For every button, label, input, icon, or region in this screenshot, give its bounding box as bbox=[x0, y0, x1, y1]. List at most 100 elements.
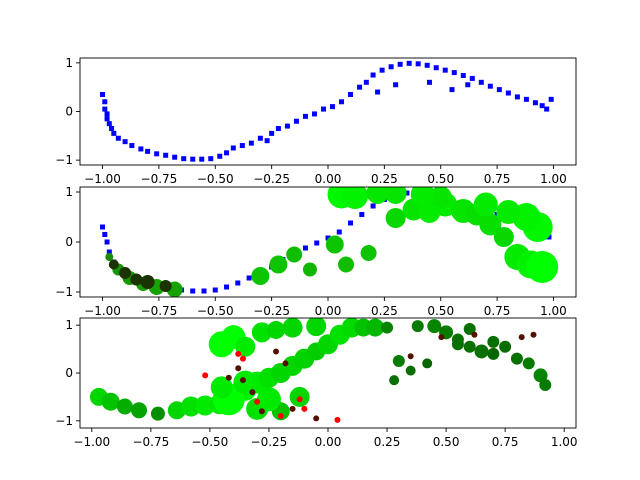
data-point bbox=[348, 91, 354, 97]
x-tick-label: −0.75 bbox=[141, 172, 178, 186]
data-point bbox=[273, 348, 280, 355]
subplot-2: −1.00 −0.75 −0.50 −0.25 0.00 0.25 0.50 0.75 1.00… bbox=[55, 185, 577, 318]
data-point bbox=[190, 156, 196, 162]
x-tick-label: 0.25 bbox=[371, 304, 398, 318]
x-tick-label: 0.75 bbox=[484, 172, 511, 186]
data-point bbox=[539, 103, 545, 109]
data-point bbox=[405, 365, 416, 376]
data-point bbox=[336, 229, 342, 235]
y-tick-label: −1 bbox=[55, 414, 73, 428]
plot-area bbox=[100, 60, 554, 162]
data-point bbox=[381, 321, 394, 334]
y-tick-label: 1 bbox=[65, 185, 73, 199]
data-point bbox=[108, 259, 119, 270]
data-point bbox=[239, 143, 245, 149]
data-point bbox=[100, 224, 106, 230]
data-point bbox=[301, 405, 308, 412]
data-point bbox=[235, 336, 256, 357]
x-tick-label: −0.50 bbox=[197, 304, 234, 318]
data-point bbox=[532, 100, 538, 106]
x-tick-label: 0.50 bbox=[427, 304, 454, 318]
data-point bbox=[230, 145, 236, 151]
data-point bbox=[116, 398, 133, 415]
data-point bbox=[131, 402, 148, 419]
data-point bbox=[267, 320, 286, 339]
data-point bbox=[342, 187, 369, 209]
data-point bbox=[102, 99, 108, 105]
data-point bbox=[269, 255, 288, 274]
data-point bbox=[523, 96, 529, 102]
data-point bbox=[375, 89, 381, 95]
data-point bbox=[338, 256, 355, 273]
data-point bbox=[451, 338, 464, 351]
data-point bbox=[289, 405, 296, 412]
data-point bbox=[163, 152, 169, 158]
data-point bbox=[217, 153, 223, 159]
data-point bbox=[320, 106, 326, 112]
data-point bbox=[363, 79, 369, 85]
y-tick-label: −1 bbox=[55, 285, 73, 299]
data-point bbox=[325, 235, 344, 254]
data-point bbox=[544, 106, 550, 112]
data-point bbox=[471, 331, 478, 338]
data-point bbox=[357, 84, 363, 90]
data-point bbox=[190, 288, 196, 294]
subplot-1: −1.00 −0.75 −0.50 −0.25 0.00 0.25 0.50 0.75 1.00… bbox=[55, 56, 577, 186]
data-point bbox=[249, 389, 256, 396]
x-tick-label: −1.00 bbox=[84, 304, 121, 318]
data-point bbox=[100, 91, 106, 97]
data-point bbox=[505, 90, 511, 96]
data-point bbox=[208, 156, 214, 162]
x-tick-label: 0.50 bbox=[433, 435, 460, 449]
x-tick-label: 1.00 bbox=[540, 304, 567, 318]
data-point bbox=[366, 318, 385, 337]
data-point bbox=[539, 378, 552, 391]
data-point bbox=[526, 251, 559, 283]
data-point bbox=[493, 227, 514, 247]
data-point bbox=[514, 94, 520, 100]
data-point bbox=[397, 61, 403, 67]
data-point bbox=[233, 370, 258, 395]
data-point bbox=[119, 267, 132, 279]
x-tick-label: −1.00 bbox=[84, 172, 121, 186]
data-point bbox=[224, 150, 230, 156]
x-tick-label: −0.25 bbox=[251, 435, 288, 449]
data-point bbox=[424, 62, 430, 68]
x-tick-label: 0.25 bbox=[371, 172, 398, 186]
subplot-3: −1.00 −0.75 −0.50 −0.25 0.00 0.25 0.50 0.75 1.00… bbox=[55, 317, 578, 449]
data-point bbox=[202, 372, 209, 379]
data-point bbox=[442, 67, 448, 73]
x-tick-label: 0.75 bbox=[492, 435, 519, 449]
data-point bbox=[258, 408, 265, 415]
data-point bbox=[314, 240, 320, 246]
data-point bbox=[264, 138, 270, 144]
data-point bbox=[102, 232, 108, 237]
x-tick-label: 0.50 bbox=[427, 172, 454, 186]
data-point bbox=[154, 151, 160, 157]
data-point bbox=[449, 87, 455, 93]
data-point bbox=[257, 135, 263, 141]
data-point bbox=[248, 140, 254, 146]
data-point bbox=[138, 146, 144, 152]
data-point bbox=[251, 267, 270, 285]
data-point bbox=[548, 96, 554, 102]
data-point bbox=[496, 200, 521, 224]
data-point bbox=[469, 75, 475, 81]
data-point bbox=[239, 355, 246, 362]
data-point bbox=[330, 104, 336, 110]
data-point bbox=[487, 335, 500, 348]
data-point bbox=[478, 79, 484, 85]
data-point bbox=[235, 350, 242, 357]
data-point bbox=[379, 67, 385, 73]
data-point bbox=[181, 396, 202, 417]
data-point bbox=[210, 376, 233, 399]
data-point bbox=[256, 387, 281, 412]
data-point bbox=[410, 187, 435, 207]
data-point bbox=[359, 212, 365, 217]
data-point bbox=[433, 65, 439, 71]
data-point bbox=[407, 353, 414, 360]
data-point bbox=[235, 365, 242, 372]
data-point bbox=[239, 377, 246, 384]
data-point bbox=[101, 392, 120, 411]
data-point bbox=[411, 320, 424, 333]
